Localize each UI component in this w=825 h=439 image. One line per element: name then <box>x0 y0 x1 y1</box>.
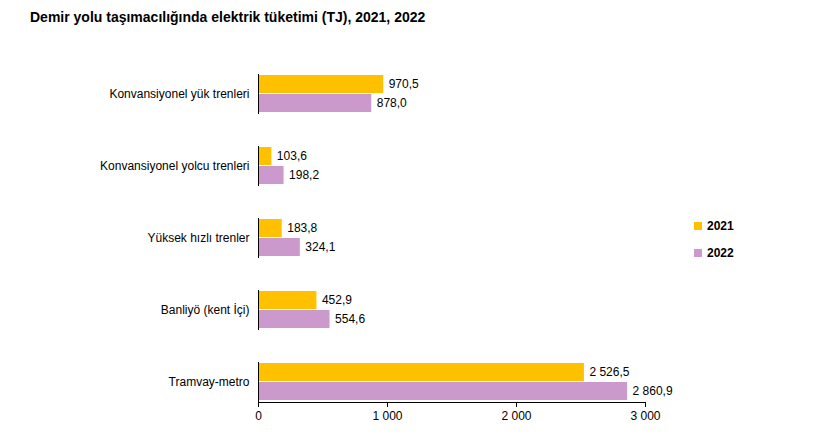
svg-text:452,9: 452,9 <box>322 293 352 307</box>
svg-text:0: 0 <box>255 409 262 423</box>
svg-text:183,8: 183,8 <box>287 221 317 235</box>
svg-text:3 000: 3 000 <box>630 409 660 423</box>
svg-text:554,6: 554,6 <box>335 312 365 326</box>
svg-text:2 000: 2 000 <box>501 409 531 423</box>
svg-text:Yüksek hızlı trenler: Yüksek hızlı trenler <box>147 231 249 245</box>
svg-text:Konvansiyonel yolcu trenleri: Konvansiyonel yolcu trenleri <box>100 159 249 173</box>
html-text:2021: 2021 <box>707 218 734 233</box>
svg-text:198,2: 198,2 <box>289 168 319 182</box>
html-text:Demir yolu taşımacılığında ele: Demir yolu taşımacılığında elektrik tüke… <box>30 9 426 25</box>
svg-text:Konvansiyonel yük trenleri: Konvansiyonel yük trenleri <box>109 87 249 101</box>
svg-text:2 526,5: 2 526,5 <box>589 365 629 379</box>
svg-text:970,5: 970,5 <box>389 77 419 91</box>
svg-text:324,1: 324,1 <box>305 240 335 254</box>
html-text:2022: 2022 <box>707 245 734 260</box>
svg-text:878,0: 878,0 <box>377 96 407 110</box>
svg-text:Tramvay-metro: Tramvay-metro <box>169 375 250 389</box>
svg-text:1 000: 1 000 <box>372 409 402 423</box>
svg-text:2 860,9: 2 860,9 <box>633 384 673 398</box>
svg-text:103,6: 103,6 <box>277 149 307 163</box>
svg-text:Banliyö (kent İçi): Banliyö (kent İçi) <box>161 303 250 317</box>
